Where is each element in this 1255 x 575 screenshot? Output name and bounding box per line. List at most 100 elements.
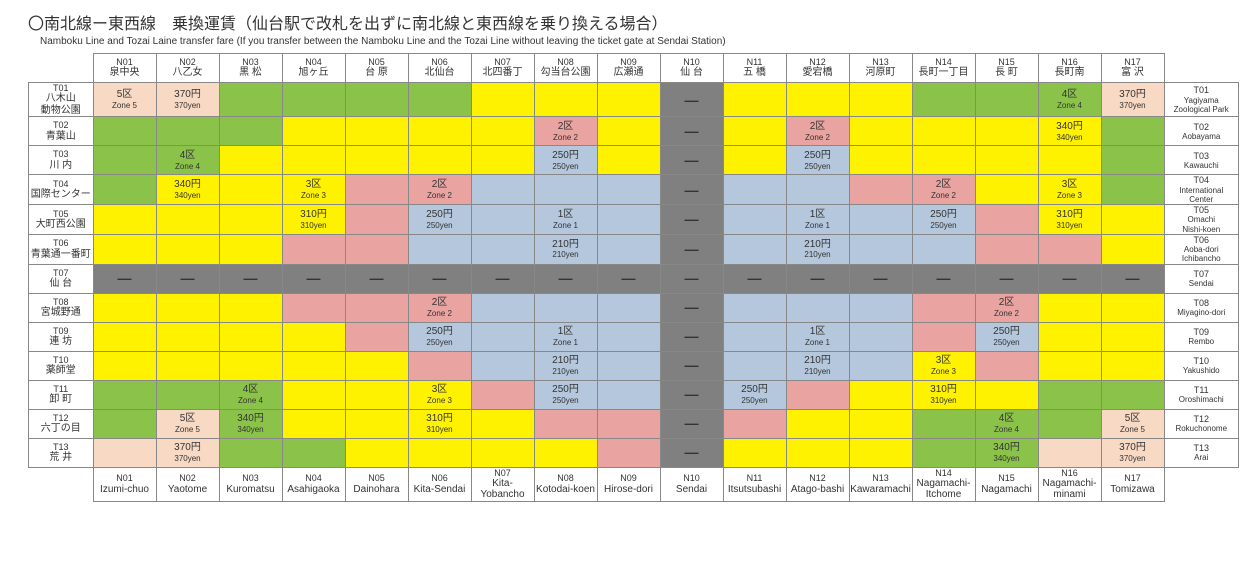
- fare-cell: [282, 83, 345, 117]
- fare-cell: —: [345, 264, 408, 293]
- fare-cell: —: [660, 205, 723, 235]
- col-header: N02Yaotome: [156, 467, 219, 501]
- col-header: N07北四番丁: [471, 54, 534, 83]
- fare-cell: [408, 146, 471, 175]
- fare-cell: —: [156, 264, 219, 293]
- fare-cell: [1101, 351, 1164, 380]
- fare-cell: [1101, 322, 1164, 351]
- fare-cell: [408, 83, 471, 117]
- fare-cell: [849, 351, 912, 380]
- fare-cell: [345, 205, 408, 235]
- fare-cell: [471, 205, 534, 235]
- fare-cell: 4区Zone 4: [1038, 83, 1101, 117]
- page-subtitle: Namboku Line and Tozai Laine transfer fa…: [40, 36, 1235, 47]
- fare-cell: [786, 409, 849, 438]
- fare-cell: [93, 409, 156, 438]
- fare-cell: [471, 175, 534, 205]
- fare-cell: [93, 234, 156, 264]
- fare-cell: [408, 117, 471, 146]
- col-header: N08Kotodai-koen: [534, 467, 597, 501]
- fare-cell: [849, 293, 912, 322]
- fare-cell: [345, 83, 408, 117]
- col-header: N05台 原: [345, 54, 408, 83]
- col-header: N13Kawaramachi: [849, 467, 912, 501]
- fare-cell: [93, 146, 156, 175]
- fare-cell: [1038, 438, 1101, 467]
- fare-cell: 310円310yen: [282, 205, 345, 235]
- fare-cell: [534, 438, 597, 467]
- row-header-right: T08Miyagino-dori: [1164, 293, 1239, 322]
- fare-cell: [471, 438, 534, 467]
- fare-cell: 210円210yen: [786, 234, 849, 264]
- fare-cell: —: [93, 264, 156, 293]
- row-header-right: T09Rembo: [1164, 322, 1239, 351]
- fare-cell: 310円310yen: [408, 409, 471, 438]
- fare-cell: [849, 409, 912, 438]
- row-header-right: T13Arai: [1164, 438, 1239, 467]
- fare-cell: [156, 380, 219, 409]
- col-header: N11Itsutsubashi: [723, 467, 786, 501]
- fare-cell: 5区Zone 5: [93, 83, 156, 117]
- fare-cell: [345, 293, 408, 322]
- fare-cell: [345, 438, 408, 467]
- fare-table: N01泉中央N02八乙女N03黒 松N04旭ヶ丘N05台 原N06北仙台N07北…: [28, 53, 1239, 502]
- fare-cell: [156, 117, 219, 146]
- fare-cell: [219, 175, 282, 205]
- fare-cell: [219, 322, 282, 351]
- fare-cell: —: [975, 264, 1038, 293]
- row-header-right: T10Yakushido: [1164, 351, 1239, 380]
- fare-cell: [975, 234, 1038, 264]
- fare-cell: [282, 293, 345, 322]
- fare-cell: [786, 83, 849, 117]
- fare-cell: [1038, 380, 1101, 409]
- fare-cell: [471, 293, 534, 322]
- fare-cell: —: [282, 264, 345, 293]
- fare-cell: [408, 438, 471, 467]
- fare-cell: 370円370yen: [1101, 83, 1164, 117]
- fare-cell: [156, 234, 219, 264]
- fare-cell: —: [660, 322, 723, 351]
- fare-cell: —: [597, 264, 660, 293]
- fare-cell: 310円310yen: [912, 380, 975, 409]
- fare-cell: [597, 409, 660, 438]
- col-header: N10Sendai: [660, 467, 723, 501]
- fare-cell: —: [660, 293, 723, 322]
- fare-cell: [534, 409, 597, 438]
- col-header: N05Dainohara: [345, 467, 408, 501]
- fare-cell: —: [660, 146, 723, 175]
- fare-cell: [282, 117, 345, 146]
- fare-cell: 340円340yen: [156, 175, 219, 205]
- fare-cell: [975, 175, 1038, 205]
- row-header-left: T01八木山動物公園: [29, 83, 94, 117]
- fare-cell: [723, 438, 786, 467]
- col-header: N07Kita-Yobancho: [471, 467, 534, 501]
- fare-cell: 3区Zone 3: [1038, 175, 1101, 205]
- row-header-right: T01YagiyamaZoological Park: [1164, 83, 1239, 117]
- fare-cell: —: [660, 234, 723, 264]
- fare-cell: [723, 205, 786, 235]
- fare-cell: 4区Zone 4: [219, 380, 282, 409]
- fare-cell: —: [912, 264, 975, 293]
- fare-cell: [849, 175, 912, 205]
- fare-cell: 310円310yen: [1038, 205, 1101, 235]
- fare-cell: [912, 409, 975, 438]
- row-header-left: T09連 坊: [29, 322, 94, 351]
- fare-cell: [975, 351, 1038, 380]
- fare-cell: [975, 205, 1038, 235]
- fare-cell: 340円340yen: [219, 409, 282, 438]
- fare-cell: 3区Zone 3: [282, 175, 345, 205]
- fare-cell: [282, 438, 345, 467]
- row-header-left: T08宮城野通: [29, 293, 94, 322]
- col-header: N16長町南: [1038, 54, 1101, 83]
- fare-cell: [219, 117, 282, 146]
- fare-cell: [471, 322, 534, 351]
- col-header: N15長 町: [975, 54, 1038, 83]
- col-header: N01Izumi-chuo: [93, 467, 156, 501]
- fare-cell: [471, 380, 534, 409]
- fare-cell: [219, 234, 282, 264]
- fare-cell: 250円250yen: [912, 205, 975, 235]
- fare-cell: [723, 351, 786, 380]
- col-header: N09広瀬通: [597, 54, 660, 83]
- fare-cell: —: [1038, 264, 1101, 293]
- fare-cell: [597, 438, 660, 467]
